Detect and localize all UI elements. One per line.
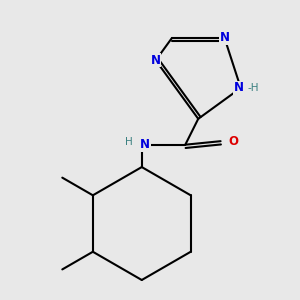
Text: H: H [124, 137, 132, 147]
Text: N: N [233, 81, 243, 94]
Text: N: N [220, 32, 230, 44]
Text: N: N [140, 138, 150, 151]
Text: -H: -H [248, 83, 260, 93]
Text: O: O [229, 135, 239, 148]
Text: N: N [151, 54, 161, 67]
